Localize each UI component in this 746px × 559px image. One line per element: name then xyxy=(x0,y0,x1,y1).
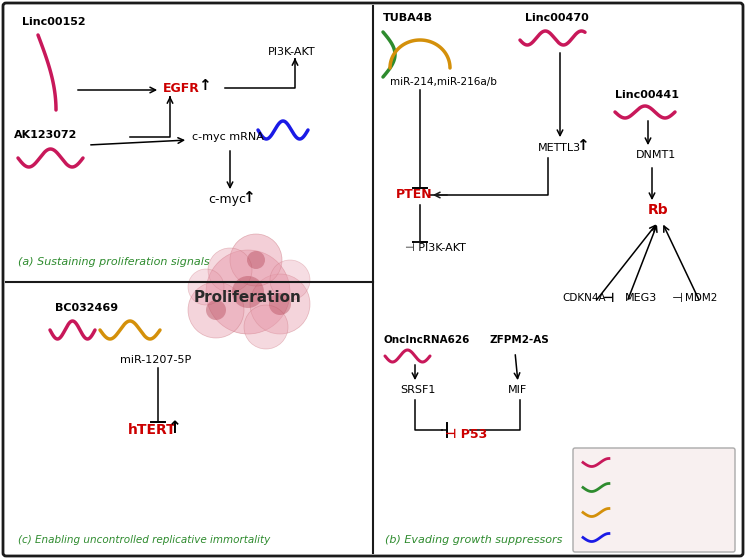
Text: AK123072: AK123072 xyxy=(14,130,78,140)
Text: hTERT: hTERT xyxy=(128,423,177,437)
Text: Down-regulated: Down-regulated xyxy=(617,482,695,492)
Text: MDM2: MDM2 xyxy=(685,293,718,303)
Text: SRSF1: SRSF1 xyxy=(400,385,436,395)
Circle shape xyxy=(230,234,282,286)
Text: ↑: ↑ xyxy=(242,191,254,206)
Circle shape xyxy=(247,251,265,269)
Text: Linc00152: Linc00152 xyxy=(22,17,86,27)
Circle shape xyxy=(270,260,310,300)
Text: miR-214,miR-216a/b: miR-214,miR-216a/b xyxy=(390,77,497,87)
Text: miRNA: miRNA xyxy=(617,508,650,518)
Text: Linc00470: Linc00470 xyxy=(525,13,589,23)
Text: DNMT1: DNMT1 xyxy=(636,150,677,160)
Text: (c) Enabling uncontrolled replicative immortality: (c) Enabling uncontrolled replicative im… xyxy=(18,535,270,545)
Text: MEG3: MEG3 xyxy=(625,293,657,303)
Text: c-myc: c-myc xyxy=(208,193,246,206)
Text: (a) Sustaining proliferation signals: (a) Sustaining proliferation signals xyxy=(18,257,210,267)
Text: c-myc mRNA: c-myc mRNA xyxy=(192,132,264,142)
Text: CDKN4A: CDKN4A xyxy=(562,293,606,303)
Text: ⊣: ⊣ xyxy=(603,291,615,305)
Text: OncIncRNA626: OncIncRNA626 xyxy=(383,335,469,345)
Text: ⊣: ⊣ xyxy=(672,291,683,305)
Text: miR-1207-5P: miR-1207-5P xyxy=(120,355,191,365)
Text: PI3K-AKT: PI3K-AKT xyxy=(268,47,316,57)
Text: Proliferation: Proliferation xyxy=(194,290,302,305)
Circle shape xyxy=(188,269,224,305)
Text: Rb: Rb xyxy=(648,203,668,217)
Text: ZFPM2-AS: ZFPM2-AS xyxy=(490,335,550,345)
Text: TUBA4B: TUBA4B xyxy=(383,13,433,23)
Circle shape xyxy=(232,276,264,308)
Circle shape xyxy=(208,248,252,292)
Text: EGFR: EGFR xyxy=(163,82,200,94)
Text: ↑: ↑ xyxy=(198,78,211,93)
Text: PTEN: PTEN xyxy=(396,188,433,201)
Text: ⊣ P53: ⊣ P53 xyxy=(445,429,487,442)
Text: METTL3: METTL3 xyxy=(538,143,581,153)
Text: lncRNA: lncRNA xyxy=(617,467,652,477)
Text: ↑: ↑ xyxy=(168,419,182,437)
Text: Linc00441: Linc00441 xyxy=(615,90,679,100)
Text: (b) Evading growth suppressors: (b) Evading growth suppressors xyxy=(385,535,562,545)
Text: ⊣ PI3K-AKT: ⊣ PI3K-AKT xyxy=(405,243,466,253)
Text: lncRNA: lncRNA xyxy=(617,492,652,503)
Text: ↑: ↑ xyxy=(576,139,589,154)
Circle shape xyxy=(206,250,290,334)
Text: BC032469: BC032469 xyxy=(55,303,118,313)
Text: MIF: MIF xyxy=(508,385,527,395)
Text: mRNA: mRNA xyxy=(617,533,648,542)
FancyBboxPatch shape xyxy=(573,448,735,552)
Circle shape xyxy=(206,300,226,320)
Circle shape xyxy=(269,293,291,315)
Circle shape xyxy=(250,274,310,334)
Circle shape xyxy=(188,282,244,338)
Circle shape xyxy=(244,305,288,349)
Text: Up-regulated: Up-regulated xyxy=(617,457,681,467)
